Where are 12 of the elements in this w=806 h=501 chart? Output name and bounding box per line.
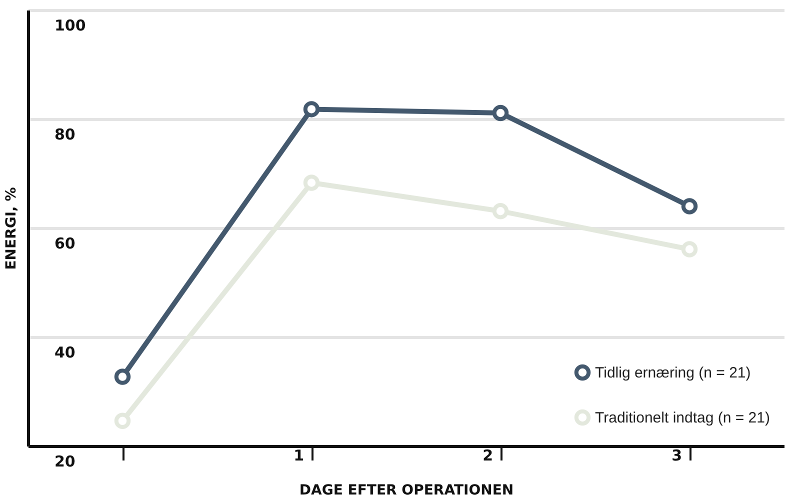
- y-tick-label: 100: [54, 16, 86, 34]
- legend-label: Traditionelt indtag (n = 21): [595, 410, 770, 426]
- x-tick-label: 2: [482, 446, 493, 464]
- legend-label: Tidlig ernæring (n = 21): [595, 364, 751, 382]
- x-tick-label: 3: [672, 446, 682, 464]
- y-tick-label: 40: [54, 344, 76, 362]
- y-axis-title: ENERGI, %: [4, 187, 20, 270]
- y-tick-label: 20: [54, 452, 76, 470]
- y-tick-label: 80: [54, 126, 76, 144]
- y-tick-label: 60: [54, 234, 76, 252]
- x-tick-label: 1: [294, 446, 304, 464]
- x-axis-title: DAGE EFTER OPERATIONEN: [299, 482, 514, 498]
